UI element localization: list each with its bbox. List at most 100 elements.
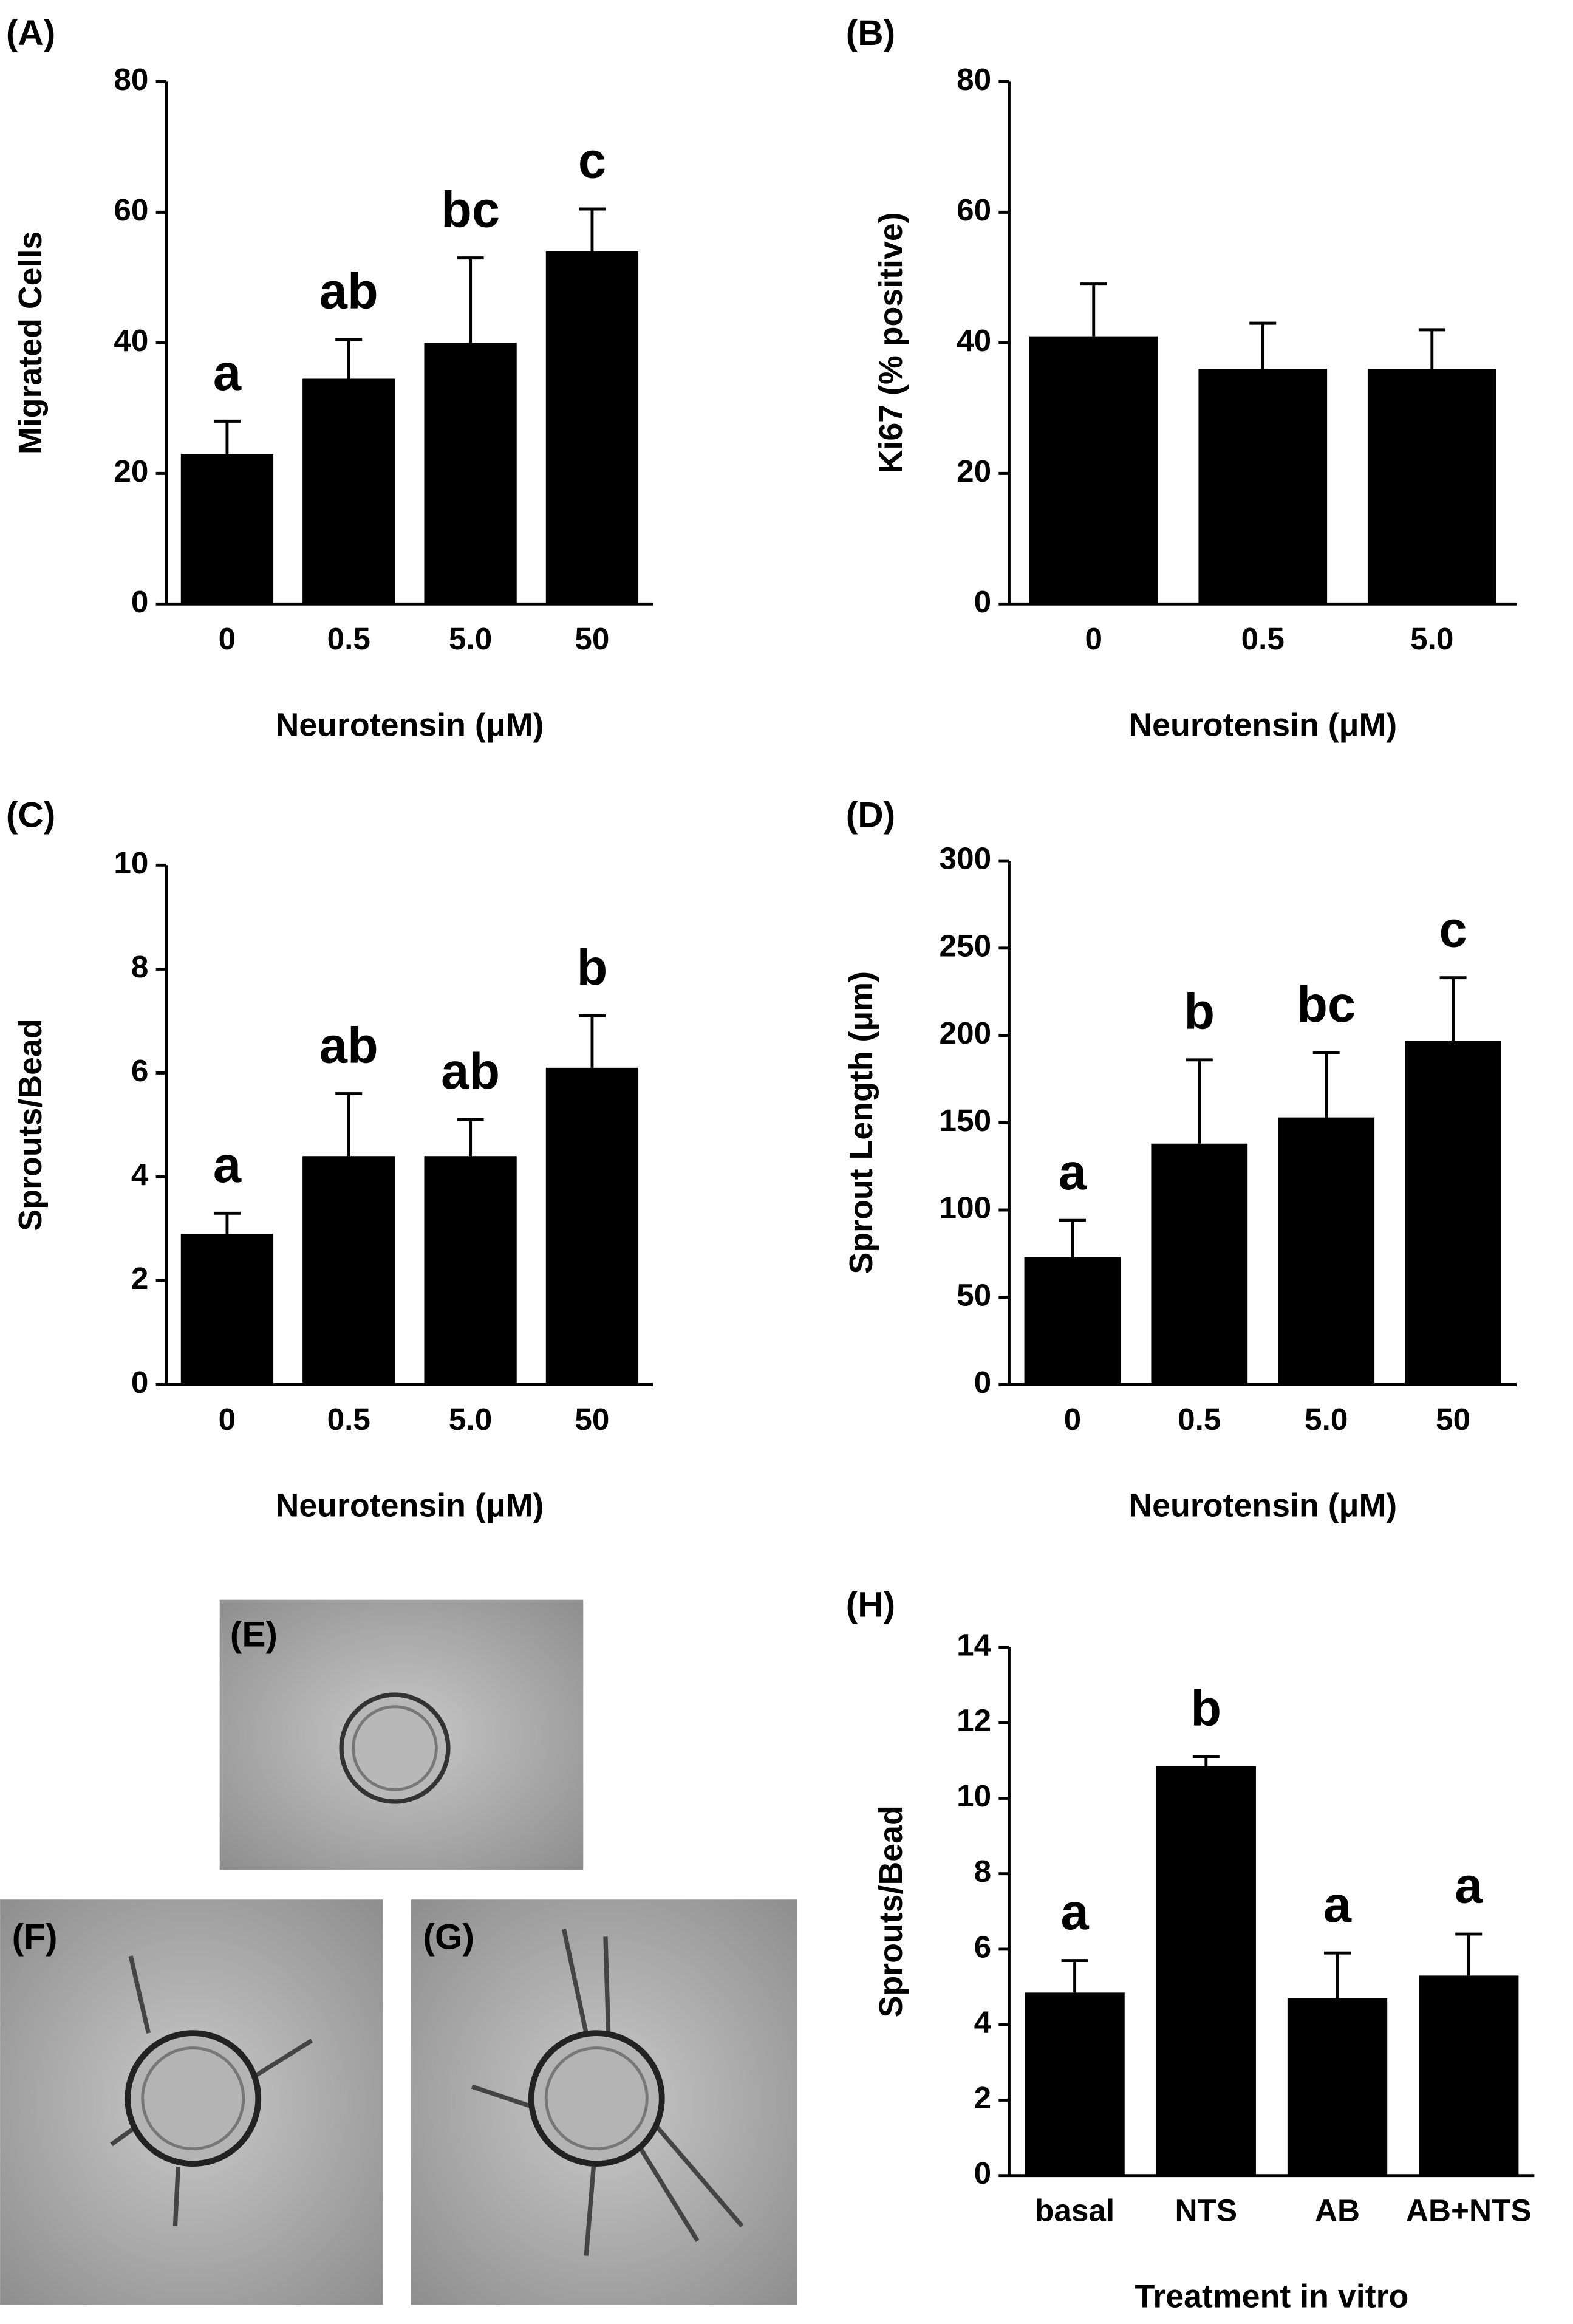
error-bar — [457, 256, 484, 343]
chart-panel: (D) 0 50 100 150 200 250 300 a 0 b 0.5 bc 5.0 c 50 Sprou… — [843, 796, 1517, 1523]
micrograph-label: (E) — [230, 1615, 278, 1654]
x-axis-title: Treatment in vitro — [1135, 2278, 1408, 2315]
error-bar — [1186, 1058, 1213, 1144]
y-tick-label: 0 — [974, 584, 992, 619]
y-tick-label: 8 — [131, 949, 149, 984]
x-axis-title: Neurotensin (μM) — [1128, 706, 1397, 743]
bar — [545, 1067, 639, 1385]
bar — [1029, 336, 1158, 604]
micrograph-f: (F) — [0, 1899, 383, 2305]
significance-letter: bc — [441, 181, 500, 238]
x-tick-label: NTS — [1175, 2193, 1238, 2227]
y-tick-label: 4 — [131, 1157, 149, 1192]
y-tick-label: 2 — [974, 2080, 992, 2115]
y-tick-label: 8 — [974, 1854, 992, 1888]
micrograph-label: (F) — [12, 1918, 58, 1957]
significance-letter: a — [213, 1136, 242, 1193]
bar — [1287, 1998, 1388, 2176]
bar — [545, 251, 639, 604]
bar — [1024, 1257, 1121, 1385]
significance-letter: a — [1059, 1144, 1087, 1200]
significance-letter: a — [1323, 1876, 1352, 1933]
x-tick-label: 50 — [575, 1402, 609, 1437]
x-tick-label: 0 — [219, 621, 236, 656]
y-tick-label: 6 — [974, 1929, 992, 1964]
panel-label: (A) — [6, 13, 55, 53]
error-bar — [1080, 282, 1107, 337]
chart-panel: (H) 0 2 4 6 8 10 12 14 a basal b NTS a AB a AB+NTS Sprout… — [846, 1585, 1535, 2315]
error-bar — [1249, 321, 1277, 369]
y-tick-label: 50 — [957, 1277, 991, 1312]
y-tick-label: 6 — [131, 1053, 149, 1088]
bar — [1419, 1975, 1519, 2176]
significance-letter: ab — [319, 263, 378, 320]
y-tick-label: 0 — [131, 584, 149, 619]
x-tick-label: 5.0 — [449, 1402, 492, 1437]
error-bar — [1324, 1951, 1351, 1998]
error-bar — [335, 338, 363, 379]
x-tick-label: 5.0 — [1410, 621, 1453, 656]
y-axis-title: Sprout Length (μm) — [843, 971, 879, 1274]
y-axis-title: Sprouts/Bead — [12, 1019, 49, 1231]
micrograph-g: (G) — [411, 1899, 797, 2305]
significance-letter: ab — [319, 1017, 378, 1073]
y-tick-label: 40 — [957, 323, 991, 358]
error-bar — [578, 207, 606, 251]
y-tick-label: 4 — [974, 2005, 992, 2040]
y-tick-label: 150 — [940, 1103, 992, 1138]
error-bar — [1439, 976, 1467, 1041]
y-tick-label: 20 — [957, 454, 991, 488]
significance-letter: b — [1184, 983, 1215, 1039]
bar — [1198, 369, 1328, 604]
bar — [1405, 1041, 1501, 1385]
bar — [1367, 369, 1496, 604]
significance-letter: c — [578, 132, 606, 189]
y-axis-title: Ki67 (% positive) — [873, 212, 909, 473]
panel-label: (C) — [6, 796, 55, 835]
bar — [424, 1156, 517, 1385]
y-tick-label: 300 — [940, 841, 992, 876]
error-bar — [1418, 328, 1445, 369]
y-tick-label: 12 — [957, 1703, 991, 1738]
y-tick-label: 250 — [940, 928, 992, 963]
panel-label: (H) — [846, 1585, 895, 1624]
error-bar — [1192, 1755, 1220, 1766]
y-axis-title: Migrated Cells — [12, 231, 49, 454]
error-bar — [1059, 1218, 1086, 1257]
y-tick-label: 14 — [957, 1627, 992, 1662]
x-tick-label: 0.5 — [327, 1402, 370, 1437]
bar — [180, 1234, 274, 1385]
error-bar — [213, 1211, 241, 1234]
panel-label: (B) — [846, 13, 895, 53]
y-tick-label: 200 — [940, 1016, 992, 1050]
x-tick-label: AB+NTS — [1406, 2193, 1532, 2227]
bar — [180, 454, 274, 604]
y-tick-label: 10 — [957, 1779, 991, 1813]
bar — [1151, 1143, 1248, 1385]
y-tick-label: 0 — [974, 1365, 992, 1400]
bar — [1278, 1117, 1375, 1385]
x-tick-label: 0 — [1064, 1402, 1082, 1437]
bar — [424, 343, 517, 604]
micrograph-label: (G) — [423, 1918, 474, 1957]
chart-panel: (B) 0 20 40 60 80 0 0.5 5.0 Ki67 (% positive) Neur… — [846, 13, 1517, 743]
y-tick-label: 0 — [131, 1365, 149, 1400]
x-tick-label: 50 — [575, 621, 609, 656]
bar — [1025, 1992, 1125, 2176]
y-tick-label: 2 — [131, 1261, 149, 1296]
x-tick-label: 0.5 — [1178, 1402, 1221, 1437]
bar — [302, 378, 395, 604]
error-bar — [335, 1092, 363, 1157]
micrograph-e: (E) — [219, 1599, 584, 1870]
bar — [1156, 1766, 1256, 2176]
y-tick-label: 80 — [957, 62, 991, 97]
y-tick-label: 60 — [114, 193, 148, 227]
chart-panel: (A) 0 20 40 60 80 a 0 ab 0.5 bc 5.0 c 50 Migrated Cell… — [6, 13, 653, 743]
error-bar — [578, 1014, 606, 1068]
y-tick-label: 20 — [114, 454, 148, 488]
y-tick-label: 0 — [974, 2156, 992, 2190]
error-bar — [213, 419, 241, 454]
x-tick-label: 0.5 — [327, 621, 370, 656]
x-tick-label: 0 — [219, 1402, 236, 1437]
